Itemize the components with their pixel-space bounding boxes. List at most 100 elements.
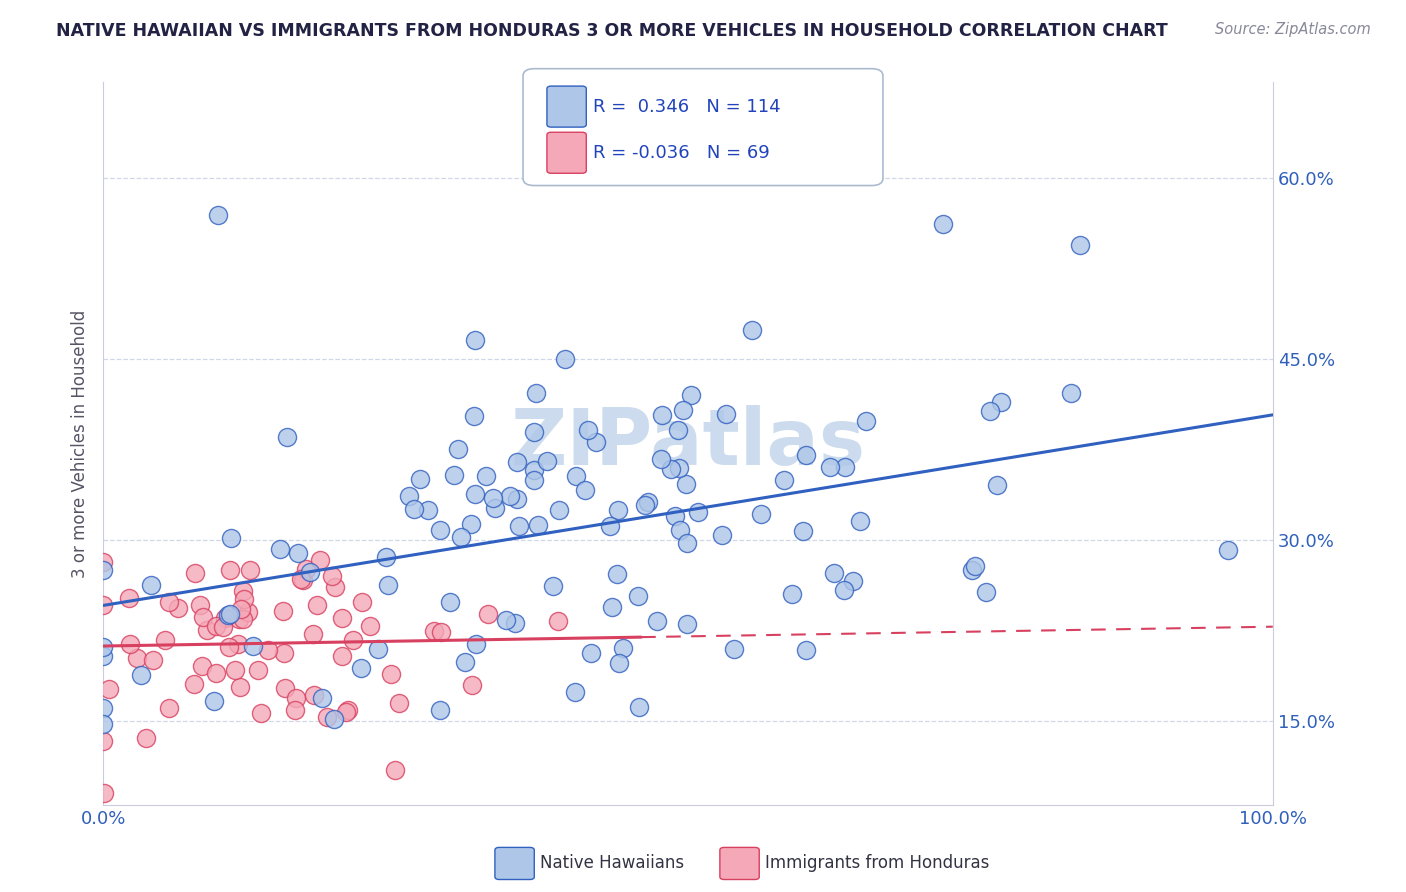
Point xyxy=(716,408,738,422)
Point xyxy=(612,641,634,656)
Point xyxy=(668,461,690,475)
Point xyxy=(447,442,470,456)
Point xyxy=(157,595,180,609)
Point xyxy=(659,461,682,475)
Point xyxy=(711,528,734,542)
Point xyxy=(600,599,623,614)
Point xyxy=(191,609,214,624)
Point xyxy=(342,633,364,648)
Point xyxy=(388,696,411,710)
Point xyxy=(224,663,246,677)
Point xyxy=(527,518,550,533)
Point xyxy=(350,661,373,675)
Point xyxy=(236,605,259,619)
Point xyxy=(979,403,1001,417)
Point xyxy=(576,423,599,437)
Point xyxy=(298,565,321,579)
Point xyxy=(848,514,870,528)
Point xyxy=(974,585,997,599)
Point xyxy=(1069,237,1091,252)
Point xyxy=(375,549,398,564)
Point xyxy=(271,604,294,618)
Point xyxy=(157,701,180,715)
Point xyxy=(350,595,373,609)
Point xyxy=(439,595,461,609)
Point xyxy=(226,637,249,651)
Point xyxy=(443,467,465,482)
Point xyxy=(506,491,529,506)
Text: R =  0.346   N = 114: R = 0.346 N = 114 xyxy=(593,97,780,116)
Point xyxy=(242,640,264,654)
Point xyxy=(211,620,233,634)
Point xyxy=(454,655,477,669)
Text: R = -0.036   N = 69: R = -0.036 N = 69 xyxy=(593,144,770,161)
Point xyxy=(214,610,236,624)
Point xyxy=(986,478,1008,492)
Point xyxy=(430,625,453,640)
Point xyxy=(316,710,339,724)
Point xyxy=(741,323,763,337)
Point xyxy=(688,505,710,519)
Point xyxy=(855,414,877,428)
Point xyxy=(554,351,576,366)
Point xyxy=(384,763,406,777)
Point xyxy=(484,500,506,515)
Point xyxy=(91,733,114,747)
Point xyxy=(218,640,240,654)
Point xyxy=(463,409,485,423)
Point xyxy=(475,468,498,483)
Text: NATIVE HAWAIIAN VS IMMIGRANTS FROM HONDURAS 3 OR MORE VEHICLES IN HOUSEHOLD CORR: NATIVE HAWAIIAN VS IMMIGRANTS FROM HONDU… xyxy=(56,22,1168,40)
Point xyxy=(202,694,225,708)
Point xyxy=(153,633,176,648)
Point xyxy=(91,555,114,569)
Point xyxy=(464,333,486,347)
Point xyxy=(239,563,262,577)
Point xyxy=(607,503,630,517)
Point xyxy=(832,582,855,597)
Point xyxy=(284,703,307,717)
Point xyxy=(402,502,425,516)
Y-axis label: 3 or more Vehicles in Household: 3 or more Vehicles in Household xyxy=(72,310,89,578)
Point xyxy=(139,578,162,592)
Point xyxy=(627,590,650,604)
Point xyxy=(547,615,569,629)
Point xyxy=(541,579,564,593)
Point xyxy=(634,498,657,512)
Point xyxy=(184,566,207,580)
Point xyxy=(450,531,472,545)
Point xyxy=(1218,543,1240,558)
Point xyxy=(204,619,226,633)
Point xyxy=(932,218,955,232)
Point xyxy=(377,578,399,592)
Point xyxy=(142,653,165,667)
Point xyxy=(794,643,817,657)
Point xyxy=(367,642,389,657)
Point xyxy=(464,487,486,501)
Point xyxy=(676,535,699,549)
Point xyxy=(565,469,588,483)
Point xyxy=(547,503,569,517)
Point xyxy=(681,388,703,402)
Point xyxy=(359,619,381,633)
Point xyxy=(650,451,672,466)
Point xyxy=(628,700,651,714)
Point xyxy=(218,563,240,577)
Point xyxy=(330,611,353,625)
Point xyxy=(91,598,114,612)
Point xyxy=(418,503,440,517)
Point xyxy=(337,703,360,717)
Point xyxy=(183,677,205,691)
Point xyxy=(232,612,254,626)
Point xyxy=(295,562,318,576)
Point xyxy=(309,553,332,567)
Point xyxy=(564,684,586,698)
Point xyxy=(666,423,689,437)
Point xyxy=(207,209,229,223)
Point xyxy=(91,717,114,731)
Point xyxy=(579,646,602,660)
Point xyxy=(232,584,254,599)
Point xyxy=(429,523,451,537)
Point xyxy=(963,559,986,574)
Point xyxy=(330,648,353,663)
Point xyxy=(477,607,499,622)
